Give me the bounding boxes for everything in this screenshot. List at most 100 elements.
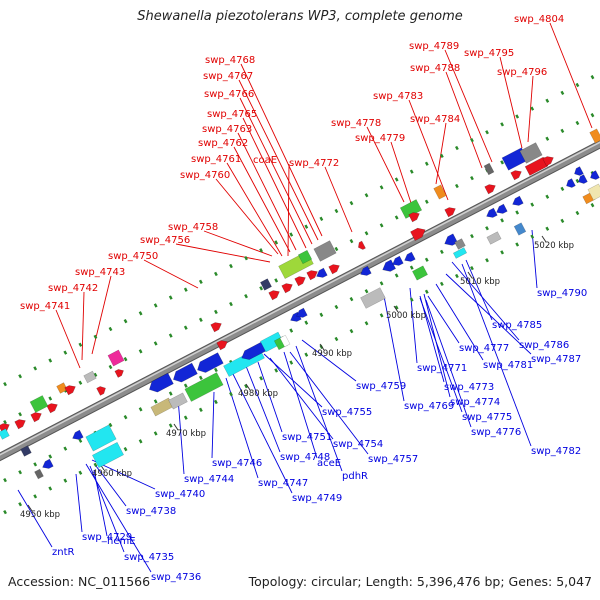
forward-leader-line bbox=[445, 71, 483, 169]
tick-mark bbox=[108, 422, 113, 428]
forward-gene-label: coaE bbox=[253, 155, 277, 166]
reverse-gene-block bbox=[486, 231, 502, 245]
forward-gene-arrow bbox=[268, 290, 280, 301]
reverse-gene-arrow-shape bbox=[296, 307, 308, 318]
tick-mark bbox=[364, 231, 369, 236]
tick-mark bbox=[455, 145, 459, 151]
tick-mark bbox=[33, 462, 38, 467]
reverse-gene-label: swp_4771 bbox=[417, 363, 467, 374]
forward-gene-arrow bbox=[210, 322, 222, 333]
tick-mark bbox=[18, 374, 23, 379]
tick-mark bbox=[409, 297, 414, 302]
forward-gene-label: swp_4762 bbox=[198, 138, 248, 149]
tick-mark bbox=[183, 415, 188, 420]
forward-gene-block bbox=[260, 278, 272, 291]
reverse-gene-block-shape bbox=[279, 334, 291, 348]
forward-gene-arrow bbox=[281, 283, 293, 294]
tick-mark bbox=[590, 75, 595, 80]
reverse-leader-line bbox=[465, 259, 493, 321]
tick-mark bbox=[214, 271, 218, 277]
forward-gene-label: swp_4761 bbox=[191, 154, 241, 165]
reverse-leader-line bbox=[289, 351, 369, 455]
tick-mark bbox=[48, 396, 53, 401]
tick-mark bbox=[590, 113, 595, 118]
reverse-gene-label: swp_4786 bbox=[519, 340, 569, 351]
reverse-leader-line bbox=[461, 263, 532, 447]
forward-gene-label: swp_4758 bbox=[168, 222, 218, 233]
reverse-gene-label: swp_4735 bbox=[124, 552, 174, 563]
forward-leader-line bbox=[175, 243, 271, 263]
forward-gene-arrow bbox=[358, 240, 366, 250]
reverse-gene-arrow bbox=[173, 362, 198, 383]
reverse-gene-arrow-shape bbox=[42, 458, 54, 469]
forward-gene-arrow-shape bbox=[294, 276, 306, 287]
reverse-gene-arrow bbox=[149, 372, 174, 393]
tick-mark bbox=[560, 218, 565, 224]
tick-mark bbox=[168, 333, 173, 338]
reverse-gene-arrow-shape bbox=[512, 195, 524, 206]
tick-mark bbox=[78, 470, 83, 475]
forward-leader-line bbox=[233, 146, 291, 253]
tick-mark bbox=[409, 265, 414, 270]
forward-gene-label: swp_4742 bbox=[48, 283, 98, 294]
scale-label: 4950 kbp bbox=[20, 510, 60, 520]
tick-mark bbox=[63, 350, 68, 355]
tick-mark bbox=[48, 358, 53, 363]
reverse-gene-arrow-shape bbox=[382, 259, 396, 272]
tick-mark bbox=[560, 128, 565, 134]
reverse-gene-arrow bbox=[404, 251, 416, 262]
forward-gene-label: swp_4768 bbox=[205, 55, 255, 66]
tick-mark bbox=[123, 415, 128, 420]
tick-mark bbox=[349, 328, 354, 334]
forward-gene-block-shape bbox=[589, 128, 600, 144]
backbone bbox=[0, 140, 600, 461]
forward-gene-arrow-shape bbox=[510, 170, 522, 181]
forward-gene-block bbox=[589, 128, 600, 144]
tick-mark bbox=[198, 279, 203, 284]
forward-leader-line bbox=[237, 132, 297, 251]
reverse-gene-label: swp_4782 bbox=[531, 446, 581, 457]
forward-gene-label: swp_4795 bbox=[464, 48, 514, 59]
reverse-gene-label: swp_4773 bbox=[444, 382, 494, 393]
scale-tick bbox=[245, 383, 251, 391]
forward-gene-block bbox=[519, 142, 543, 164]
tick-mark bbox=[530, 234, 535, 239]
reverse-leader-line bbox=[75, 473, 83, 533]
reverse-leader-line bbox=[435, 283, 484, 361]
reverse-gene-label: swp_4738 bbox=[126, 506, 176, 517]
forward-gene-arrow bbox=[14, 419, 26, 430]
reverse-gene-label: zntR bbox=[52, 547, 75, 558]
reverse-gene-block bbox=[360, 287, 386, 309]
forward-leader-line bbox=[408, 99, 449, 201]
scale-label: 4960 kbp bbox=[92, 469, 132, 479]
tick-mark bbox=[530, 202, 535, 207]
scale-tick bbox=[393, 305, 399, 313]
tick-mark bbox=[424, 161, 429, 166]
forward-gene-block-shape bbox=[29, 395, 49, 413]
tick-mark bbox=[63, 446, 68, 451]
tick-mark bbox=[319, 312, 324, 317]
tick-mark bbox=[349, 296, 354, 302]
tick-mark bbox=[168, 391, 173, 396]
tick-mark bbox=[470, 175, 474, 181]
reverse-leader-line bbox=[211, 391, 215, 459]
reverse-gene-arrow-shape bbox=[444, 233, 458, 246]
forward-gene-arrow bbox=[410, 227, 426, 242]
reverse-gene-arrow bbox=[444, 233, 458, 246]
reverse-gene-block-shape bbox=[184, 372, 224, 402]
tick-mark bbox=[575, 210, 580, 216]
reverse-gene-block-shape bbox=[412, 265, 428, 281]
tick-mark bbox=[153, 399, 158, 404]
reverse-gene-arrow bbox=[42, 458, 54, 469]
forward-leader-line bbox=[143, 259, 199, 289]
tick-mark bbox=[93, 334, 98, 340]
reverse-gene-label: aceE bbox=[317, 458, 341, 469]
tick-mark bbox=[229, 391, 233, 397]
reverse-gene-arrow bbox=[296, 307, 308, 318]
reverse-gene-label: swp_4776 bbox=[471, 427, 521, 438]
forward-gene-arrow-shape bbox=[114, 369, 124, 378]
tick-mark bbox=[530, 106, 535, 111]
tick-mark bbox=[214, 399, 218, 405]
forward-gene-arrow-shape bbox=[328, 264, 340, 275]
reverse-gene-arrow-shape bbox=[578, 174, 588, 184]
